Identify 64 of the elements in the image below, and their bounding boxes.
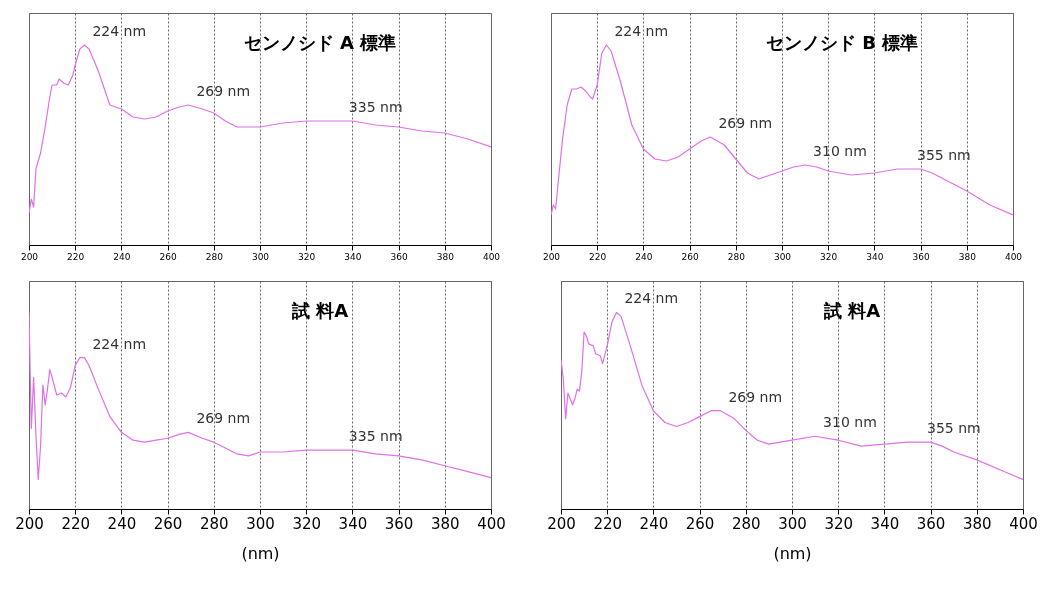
x-tick-label: 360 [916,514,946,533]
x-tick-label: 300 [251,251,270,262]
x-tick-label: 240 [107,514,137,533]
x-tick-label: 240 [113,251,131,262]
x-tick-label: 280 [731,514,761,533]
annotation: 269 nm [196,83,251,99]
annotation: 355 nm [917,147,971,163]
annotation: 355 nm [927,420,981,437]
x-tick-label: 200 [15,514,44,533]
annotation: 269 nm [728,388,783,405]
annotation: 269 nm [196,410,251,427]
x-tick-label: 300 [778,514,807,533]
x-tick-label: 260 [681,251,699,262]
x-tick-label: 380 [958,251,977,262]
chart-title: センノシド B 標準 [765,32,919,53]
x-tick-label: 380 [436,251,455,262]
x-tick-label: 340 [866,251,884,262]
x-tick-label: 220 [593,514,623,533]
x-axis-title: (nm) [773,543,812,563]
x-tick-label: 360 [390,251,408,262]
x-tick-label: 400 [477,514,506,533]
chart-title: 試 料A [822,300,881,321]
x-tick-label: 320 [298,251,316,262]
x-tick-label: 400 [1004,251,1023,262]
x-tick-label: 200 [542,251,561,262]
annotation: 310 nm [823,414,877,431]
annotation: 224 nm [92,335,147,352]
x-tick-label: 360 [912,251,930,262]
annotation: 310 nm [813,143,867,159]
annotation: 269 nm [718,115,773,131]
x-tick-label: 200 [547,514,576,533]
x-tick-label: 300 [773,251,792,262]
chart-title: 試 料A [290,300,349,321]
x-tick-label: 280 [205,251,224,262]
x-tick-label: 260 [153,514,183,533]
x-tick-label: 280 [727,251,746,262]
chart-title: センノシド A 標準 [243,32,397,53]
x-tick-label: 260 [159,251,177,262]
x-tick-label: 240 [635,251,653,262]
x-tick-label: 260 [685,514,715,533]
annotation: 335 nm [348,428,403,445]
x-axis-title: (nm) [241,543,280,563]
x-tick-label: 200 [20,251,39,262]
x-tick-label: 380 [962,514,992,533]
x-tick-label: 400 [482,251,501,262]
x-tick-label: 280 [199,514,229,533]
x-tick-label: 400 [1009,514,1038,533]
x-tick-label: 240 [639,514,669,533]
x-tick-label: 380 [430,514,460,533]
x-tick-label: 340 [338,514,368,533]
x-tick-label: 300 [246,514,275,533]
x-tick-label: 340 [344,251,362,262]
annotation: 335 nm [348,99,403,115]
annotation: 224 nm [92,23,147,39]
x-tick-label: 340 [870,514,900,533]
annotation: 224 nm [624,290,679,307]
x-tick-label: 360 [384,514,414,533]
x-tick-label: 220 [67,251,85,262]
annotation: 224 nm [614,23,669,39]
x-tick-label: 320 [820,251,838,262]
x-tick-label: 220 [61,514,91,533]
x-tick-label: 320 [292,514,322,533]
x-tick-label: 320 [824,514,854,533]
x-tick-label: 220 [589,251,607,262]
